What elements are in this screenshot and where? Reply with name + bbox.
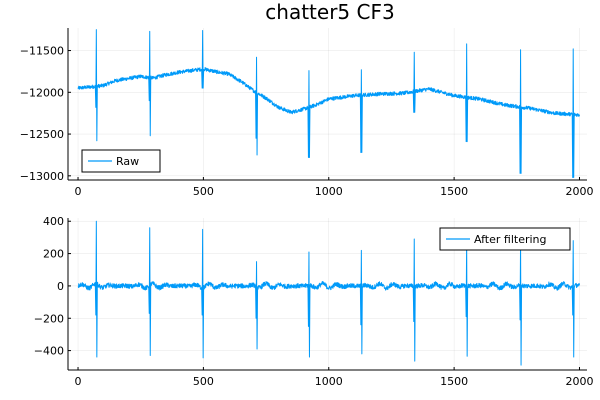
legend: Raw (81, 149, 161, 173)
x-tick-label: 1500 (440, 375, 468, 388)
y-tick-label: −12500 (20, 128, 64, 141)
x-tick-label: 0 (75, 185, 82, 198)
x-tick-label: 2000 (565, 185, 593, 198)
x-tick-label: 1500 (440, 185, 468, 198)
legend-label: Raw (116, 155, 139, 168)
chart-title: chatter5 CF3 (265, 0, 394, 24)
legend: After filtering (439, 227, 571, 251)
x-tick-label: 500 (193, 375, 214, 388)
top-panel: 0 500 1000 1500 2000 −13000 −12500 −12000 −11500… (20, 28, 593, 198)
series-line (77, 29, 580, 178)
y-tick-label: −12000 (20, 86, 64, 99)
y-tick-label: −11500 (20, 45, 64, 58)
y-tick-label: −400 (34, 345, 64, 358)
x-tick-label: 1000 (315, 185, 343, 198)
y-tick-label: −13000 (20, 170, 64, 183)
x-tick-label: 0 (75, 375, 82, 388)
y-tick-label: −200 (34, 312, 64, 325)
series-line (77, 220, 580, 366)
x-tick-label: 1000 (315, 375, 343, 388)
y-tick-label: 0 (57, 280, 64, 293)
legend-box (81, 149, 161, 173)
legend-box (439, 227, 571, 251)
bottom-panel: 0 500 1000 1500 2000 −400 −200 0 200 400 After fil… (34, 215, 594, 388)
x-tick-label: 500 (193, 185, 214, 198)
y-tick-label: 400 (43, 215, 64, 228)
x-tick-label: 2000 (565, 375, 593, 388)
y-tick-label: 200 (43, 248, 64, 261)
legend-label: After filtering (474, 233, 547, 246)
